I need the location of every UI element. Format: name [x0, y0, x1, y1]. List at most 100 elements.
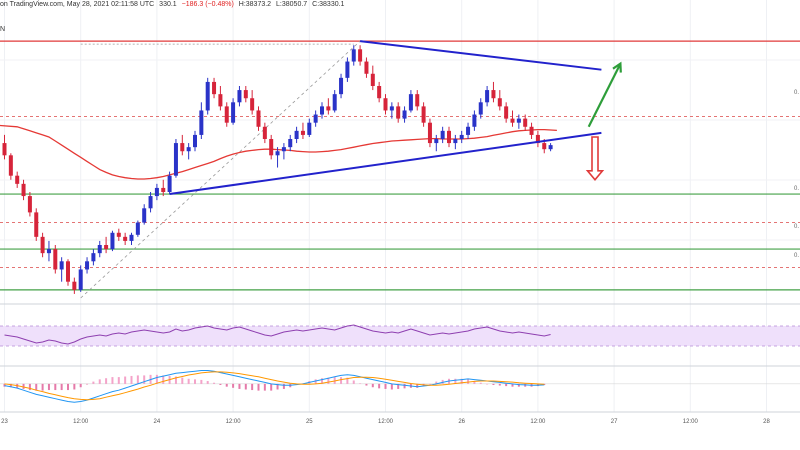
macd-hist-bar-12	[79, 383, 82, 388]
candle-body-21	[135, 222, 140, 235]
candle-body-51	[326, 106, 331, 111]
candle-body-73	[466, 126, 471, 135]
grid-layer	[0, 0, 800, 413]
x-tick-label-5: 12:00	[377, 419, 394, 425]
macd-hist-bar-11	[73, 383, 76, 390]
header-close: C:38330.1	[312, 1, 345, 8]
candle-body-2	[15, 175, 20, 184]
breakout-up-arrow-head	[612, 61, 622, 73]
header-title: on TradingView.com, May 28, 2021 02:11:5…	[0, 1, 155, 8]
macd-hist-bar-58	[371, 383, 374, 388]
macd-hist-bar-0	[3, 383, 6, 387]
candle-body-23	[148, 196, 153, 209]
x-tick-label-2: 24	[153, 419, 161, 425]
candle-body-85	[542, 143, 547, 150]
candle-body-4	[27, 196, 32, 213]
x-tick-label-4: 25	[305, 419, 313, 425]
macd-hist-bar-21	[136, 375, 139, 384]
candle-body-14	[91, 253, 96, 262]
candle-body-18	[116, 232, 121, 237]
macd-hist-bar-29	[187, 378, 190, 384]
candle-body-12	[78, 269, 83, 290]
header-last-price: 330.1	[159, 1, 177, 8]
breakout-up-arrow-shaft	[587, 63, 622, 128]
macd-hist-bar-67	[428, 383, 431, 385]
candle-body-36	[231, 102, 236, 123]
macd-hist-bar-61	[390, 383, 393, 390]
candle-body-60	[383, 98, 388, 111]
macd-panel	[0, 370, 800, 403]
macd-hist-bar-43	[276, 383, 279, 390]
macd-hist-bar-4	[28, 383, 31, 391]
candle-body-71	[453, 139, 458, 144]
macd-hist-bar-39	[251, 383, 254, 391]
candle-body-31	[199, 110, 204, 135]
macd-hist-bar-77	[492, 383, 495, 385]
macd-hist-bar-76	[486, 383, 489, 385]
candle-body-48	[307, 122, 312, 135]
x-tick-label-3: 12:00	[225, 419, 241, 425]
candle-body-27	[173, 143, 178, 176]
macd-hist-bar-33	[213, 382, 216, 384]
fib-label-1: 0.	[794, 90, 800, 96]
horizontal-levels-layer	[0, 40, 800, 299]
macd-hist-bar-40	[257, 383, 260, 391]
candle-body-34	[218, 94, 223, 107]
macd-hist-bar-73	[467, 378, 470, 384]
candle-body-41	[262, 126, 267, 139]
candle-body-58	[370, 73, 375, 86]
candle-body-45	[288, 139, 293, 148]
fib-diagonal-line	[80, 40, 361, 299]
candle-body-86	[548, 145, 553, 150]
macd-hist-bar-51	[327, 377, 330, 384]
candle-body-84	[535, 134, 540, 144]
candle-body-72	[459, 134, 464, 139]
breakdown-down-arrow	[585, 136, 605, 182]
x-tick-label-10: 28	[763, 419, 770, 425]
candle-body-79	[504, 106, 509, 119]
candle-body-1	[8, 155, 13, 176]
candle-body-67	[427, 122, 432, 144]
candle-body-80	[510, 118, 515, 123]
fib-label-3: 0.	[794, 224, 800, 230]
macd-hist-bar-71	[454, 378, 457, 384]
candle-body-24	[154, 187, 159, 197]
candle-body-10	[66, 261, 70, 282]
candle-body-52	[332, 94, 337, 111]
macd-hist-bar-62	[397, 383, 400, 389]
candle-body-11	[72, 281, 77, 290]
macd-hist-bar-41	[263, 383, 266, 391]
candle-body-77	[491, 90, 496, 99]
macd-hist-bar-52	[333, 377, 336, 384]
candle-body-37	[237, 90, 242, 103]
header-low: L:38050.7	[276, 1, 308, 8]
macd-hist-bar-9	[60, 383, 63, 391]
triangle-lower-line	[169, 131, 602, 196]
candle-body-78	[497, 98, 502, 107]
candle-body-9	[59, 261, 64, 270]
x-tick-label-9: 12:00	[682, 419, 698, 425]
macd-line	[4, 370, 545, 403]
macd-hist-bar-37	[238, 383, 241, 389]
corner-label: N	[0, 26, 6, 33]
macd-hist-bar-16	[105, 378, 108, 384]
macd-hist-bar-35	[225, 383, 228, 387]
candle-body-65	[415, 94, 420, 107]
macd-hist-bar-79	[505, 383, 508, 387]
macd-hist-bar-54	[346, 377, 349, 384]
candle-body-6	[40, 236, 45, 254]
candle-body-7	[46, 249, 51, 254]
candle-body-26	[167, 175, 172, 192]
candle-body-70	[447, 130, 451, 144]
candle-body-42	[269, 139, 274, 156]
candle-body-62	[396, 106, 401, 119]
macd-hist-bar-49	[314, 379, 317, 384]
candles-layer	[2, 45, 553, 294]
x-tick-label-7: 12:00	[530, 419, 546, 425]
macd-hist-bar-15	[98, 379, 101, 384]
macd-hist-bar-22	[143, 375, 146, 384]
candle-body-68	[434, 139, 439, 144]
macd-hist-bar-6	[41, 383, 44, 391]
candle-body-40	[256, 110, 261, 127]
